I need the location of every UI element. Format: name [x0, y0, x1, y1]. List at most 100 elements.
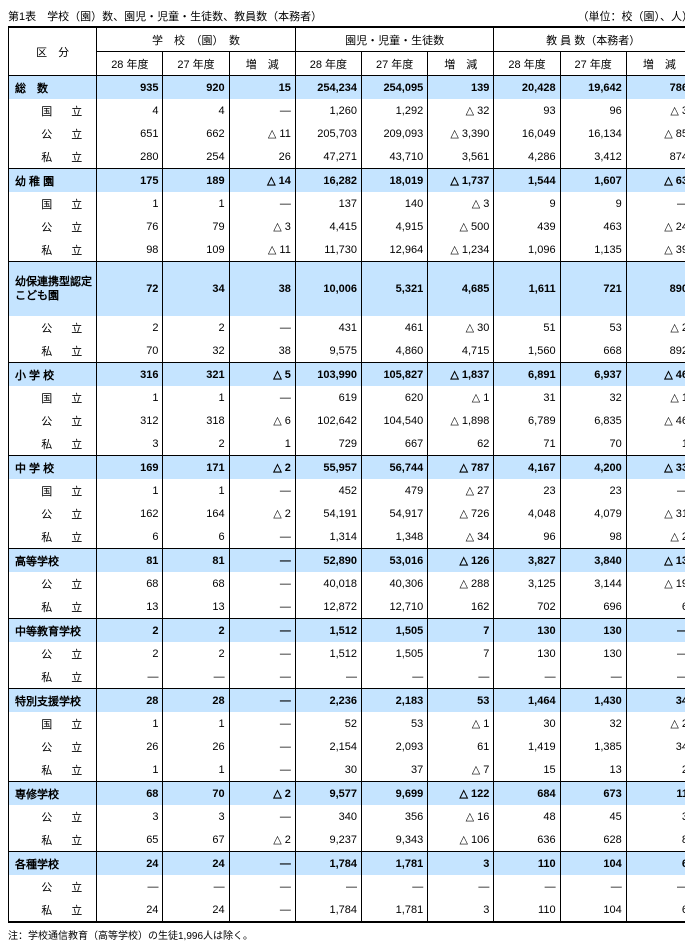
data-cell: 130	[494, 619, 560, 643]
data-cell: △ 787	[428, 456, 494, 480]
data-cell: 81	[97, 549, 163, 573]
subcategory-label: 公 立	[9, 642, 97, 665]
data-cell: 12,710	[362, 595, 428, 619]
data-cell: 6,937	[560, 363, 626, 387]
data-cell: 1	[97, 758, 163, 782]
data-cell: 1,385	[560, 735, 626, 758]
data-cell: △ 2	[229, 502, 295, 525]
subcategory-label: 公 立	[9, 805, 97, 828]
data-cell: 30	[295, 758, 361, 782]
data-cell: △ 1,234	[428, 238, 494, 262]
data-cell: 9,237	[295, 828, 361, 852]
data-cell: 70	[163, 782, 229, 806]
data-cell: ―	[229, 665, 295, 689]
data-cell: ―	[229, 192, 295, 215]
data-cell: 1	[163, 192, 229, 215]
data-cell: 71	[494, 432, 560, 456]
data-cell: 209,093	[362, 122, 428, 145]
data-cell: 1,607	[560, 169, 626, 193]
data-cell: 3	[428, 852, 494, 876]
data-cell: △ 85	[626, 122, 685, 145]
data-cell: ―	[229, 898, 295, 922]
data-cell: 93	[494, 99, 560, 122]
data-cell: ―	[229, 712, 295, 735]
data-cell: 4,860	[362, 339, 428, 363]
data-cell: 68	[97, 572, 163, 595]
data-cell: 9,575	[295, 339, 361, 363]
data-cell: 254,095	[362, 76, 428, 100]
data-cell: 24	[163, 852, 229, 876]
data-cell: 1	[163, 479, 229, 502]
data-cell: 13	[163, 595, 229, 619]
data-cell: 4,415	[295, 215, 361, 238]
data-cell: △ 31	[626, 502, 685, 525]
data-cell: 32	[560, 386, 626, 409]
data-cell: 24	[97, 898, 163, 922]
data-cell: △ 24	[626, 215, 685, 238]
data-cell: △ 3	[229, 215, 295, 238]
data-cell: 19,642	[560, 76, 626, 100]
data-cell: △ 106	[428, 828, 494, 852]
data-cell: △ 3	[626, 99, 685, 122]
col-y27: 27 年度	[362, 52, 428, 76]
data-cell: 1,505	[362, 619, 428, 643]
col-diff: 増 減	[229, 52, 295, 76]
data-cell: 26	[229, 145, 295, 169]
data-cell: 98	[560, 525, 626, 549]
data-cell: △ 6	[229, 409, 295, 432]
data-cell: 1,512	[295, 642, 361, 665]
subcategory-label: 国 立	[9, 479, 97, 502]
data-cell: 32	[560, 712, 626, 735]
data-cell: 356	[362, 805, 428, 828]
data-cell: 104	[560, 898, 626, 922]
col-group-students: 園児・児童・生徒数	[295, 27, 494, 52]
data-cell: ―	[163, 665, 229, 689]
data-cell: 6	[626, 595, 685, 619]
data-cell: 72	[97, 262, 163, 317]
data-cell: △ 7	[428, 758, 494, 782]
subcategory-label: 私 立	[9, 238, 97, 262]
data-cell: 40,018	[295, 572, 361, 595]
category-label: 幼保連携型認定こども園	[9, 262, 97, 317]
data-cell: 1	[626, 432, 685, 456]
data-cell: ―	[229, 549, 295, 573]
data-cell: 40,306	[362, 572, 428, 595]
data-cell: ―	[626, 642, 685, 665]
data-cell: ―	[229, 525, 295, 549]
data-cell: 130	[560, 642, 626, 665]
data-cell: 31	[494, 386, 560, 409]
data-cell: △ 1,737	[428, 169, 494, 193]
data-cell: △ 2	[626, 525, 685, 549]
data-cell: 702	[494, 595, 560, 619]
data-cell: 2	[97, 316, 163, 339]
category-label: 各種学校	[9, 852, 97, 876]
data-cell: 53	[362, 712, 428, 735]
data-cell: 16,282	[295, 169, 361, 193]
data-cell: ―	[295, 665, 361, 689]
table-title: 第1表 学校（園）数、園児・児童・生徒数、教員数（本務者）	[8, 8, 322, 24]
data-cell: 3,144	[560, 572, 626, 595]
data-cell: 102,642	[295, 409, 361, 432]
data-cell: ―	[229, 642, 295, 665]
data-cell: △ 1	[428, 386, 494, 409]
data-cell: 28	[97, 689, 163, 713]
table-note: 注：学校通信教育（高等学校）の生徒1,996人は除く。	[8, 927, 685, 942]
data-cell: △ 2	[229, 456, 295, 480]
data-cell: 11	[626, 782, 685, 806]
data-cell: 4,685	[428, 262, 494, 317]
data-cell: △ 46	[626, 363, 685, 387]
data-cell: 52	[295, 712, 361, 735]
subcategory-label: 私 立	[9, 145, 97, 169]
data-cell: 3	[97, 805, 163, 828]
data-cell: 668	[560, 339, 626, 363]
data-cell: △ 16	[428, 805, 494, 828]
data-cell: 6	[163, 525, 229, 549]
data-cell: △ 11	[229, 238, 295, 262]
data-cell: ―	[229, 572, 295, 595]
data-cell: 32	[163, 339, 229, 363]
data-cell: 318	[163, 409, 229, 432]
data-cell: 935	[97, 76, 163, 100]
data-cell: ―	[626, 619, 685, 643]
data-cell: △ 726	[428, 502, 494, 525]
subcategory-label: 国 立	[9, 386, 97, 409]
